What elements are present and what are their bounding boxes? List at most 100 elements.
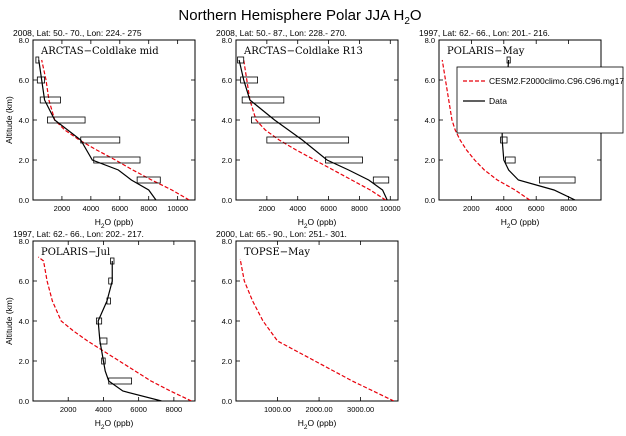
y-tick-label: 6.0 <box>19 277 29 286</box>
x-tick-label: 10000 <box>380 204 401 213</box>
data-range-box <box>241 96 285 104</box>
x-axis-label: H2O (ppb) <box>298 418 337 431</box>
y-tick-label: 0.0 <box>222 196 232 205</box>
data-line <box>38 59 157 200</box>
panel-label: TOPSE−May <box>244 247 310 258</box>
plot-frame <box>32 39 196 201</box>
x-tick-label: 1000.00 <box>264 405 291 414</box>
y-tick-label: 8.0 <box>425 36 435 45</box>
y-axis-label: Altitude (km) <box>4 96 14 144</box>
x-tick-label: 2000 <box>463 204 480 213</box>
y-tick-label: 8.0 <box>19 36 29 45</box>
x-axis-label: H2O (ppb) <box>298 217 337 230</box>
y-tick-label: 4.0 <box>19 317 29 326</box>
x-tick-label: 8000 <box>560 204 577 213</box>
data-range-box <box>80 136 121 144</box>
data-line <box>238 59 388 200</box>
plot-area <box>37 256 192 401</box>
y-tick-label: 6.0 <box>19 76 29 85</box>
data-range-box <box>500 136 508 144</box>
x-tick-label: 6000 <box>320 204 337 213</box>
y-tick-label: 6.0 <box>222 76 232 85</box>
panel-header: 2000, Lat: 65.- 90., Lon: 251.- 301. <box>216 229 347 239</box>
y-tick-label: 6.0 <box>425 76 435 85</box>
data-range-box <box>136 176 161 184</box>
data-range-box <box>372 176 390 184</box>
chart-panel-2: 2008, Lat: 50.- 87., Lon: 228.- 270. 2000… <box>216 28 401 230</box>
y-tick-label: 4.0 <box>425 116 435 125</box>
model-line <box>441 59 531 200</box>
y-tick-label: 2.0 <box>222 357 232 366</box>
data-range-box <box>237 56 245 64</box>
x-tick-label: 10000 <box>167 204 188 213</box>
x-tick-label: 2000 <box>54 204 71 213</box>
data-range-box <box>47 116 86 124</box>
plot-area <box>35 56 190 200</box>
data-range-box <box>505 156 516 164</box>
x-tick-label: 6000 <box>528 204 545 213</box>
data-range-box <box>251 116 320 124</box>
y-tick-label: 4.0 <box>19 116 29 125</box>
panel-header: 2008, Lat: 50.- 87., Lon: 228.- 270. <box>216 28 347 38</box>
y-tick-label: 2.0 <box>425 156 435 165</box>
x-tick-label: 4000 <box>495 204 512 213</box>
x-tick-label: 6000 <box>130 405 147 414</box>
y-tick-label: 2.0 <box>222 156 232 165</box>
x-axis-label: H2O (ppb) <box>95 217 134 230</box>
x-tick-label: 6000 <box>111 204 128 213</box>
y-tick-label: 4.0 <box>222 116 232 125</box>
data-line <box>97 261 162 401</box>
plot-frame <box>235 39 399 201</box>
plot-frame <box>32 240 196 402</box>
y-tick-label: 0.0 <box>19 196 29 205</box>
legend-data-label: Data <box>489 96 507 106</box>
data-range-box <box>266 136 350 144</box>
data-range-box <box>240 76 258 84</box>
x-tick-label: 4000 <box>289 204 306 213</box>
y-tick-label: 2.0 <box>19 357 29 366</box>
x-axis-label: H2O (ppb) <box>501 217 540 230</box>
x-tick-label: 8000 <box>166 405 183 414</box>
x-tick-label: 2000 <box>60 405 77 414</box>
data-range-box <box>325 156 363 164</box>
x-tick-label: 2000 <box>259 204 276 213</box>
data-range-box <box>99 337 108 345</box>
x-axis-label: H2O (ppb) <box>95 418 134 431</box>
plot-area <box>239 258 395 401</box>
y-axis-label: Altitude (km) <box>4 297 14 345</box>
panel-header: 1997, Lat: 62.- 66., Lon: 201.- 216. <box>419 28 550 38</box>
y-tick-label: 0.0 <box>222 397 232 406</box>
legend-frame <box>456 66 624 134</box>
chart-panel-1: 2008, Lat: 50.- 70., Lon: 224.- 275 2000 4… <box>4 28 196 230</box>
data-range-box <box>39 96 61 104</box>
model-line <box>239 258 395 401</box>
panel-header: 2008, Lat: 50.- 70., Lon: 224.- 275 <box>13 28 142 38</box>
x-tick-label: 4000 <box>83 204 100 213</box>
x-tick-label: 2000.00 <box>306 405 333 414</box>
panel-header: 1997, Lat: 62.- 66., Lon: 202.- 217. <box>13 229 144 239</box>
x-tick-label: 3000.00 <box>347 405 374 414</box>
plot-frame <box>235 240 399 402</box>
legend-model-label: CESM2.F2000climo.C96.C96.mg17 <box>489 76 624 86</box>
model-line <box>41 59 190 200</box>
data-range-box <box>93 156 141 164</box>
panel-label: ARCTAS−Coldlake mid <box>40 46 159 57</box>
y-tick-label: 8.0 <box>19 237 29 246</box>
y-tick-label: 2.0 <box>19 156 29 165</box>
data-range-box <box>35 56 40 64</box>
y-tick-label: 8.0 <box>222 36 232 45</box>
plot-area <box>237 56 390 200</box>
chart-panel-5: 2000, Lat: 65.- 90., Lon: 251.- 301. 1000… <box>216 229 399 431</box>
figure-title: Northern Hemisphere Polar JJA H2O <box>178 7 421 27</box>
panel-label: POLARIS−Jul <box>41 247 110 258</box>
y-tick-label: 4.0 <box>222 317 232 326</box>
panel-label: ARCTAS−Coldlake R13 <box>243 46 363 57</box>
x-tick-label: 8000 <box>351 204 368 213</box>
panel-label: POLARIS−May <box>447 46 525 57</box>
y-tick-label: 6.0 <box>222 277 232 286</box>
y-tick-label: 0.0 <box>19 397 29 406</box>
data-range-box <box>539 176 576 184</box>
model-line <box>37 256 192 401</box>
x-tick-label: 8000 <box>140 204 157 213</box>
chart-panel-3: 1997, Lat: 62.- 66., Lon: 201.- 216. 2000… <box>419 28 624 230</box>
